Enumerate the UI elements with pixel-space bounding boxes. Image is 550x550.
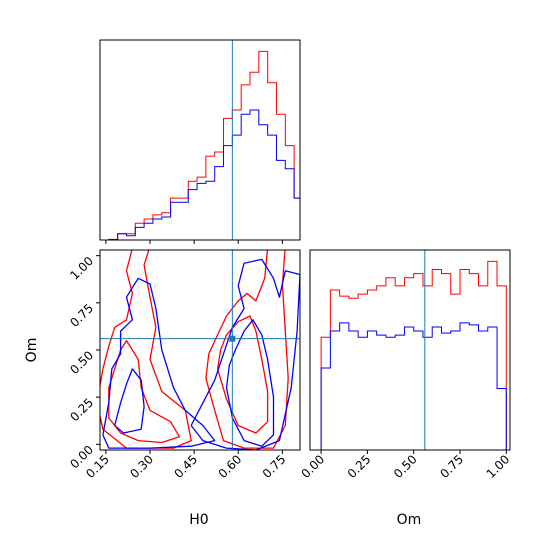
h0-hist-series-blue bbox=[108, 109, 300, 240]
h0-tick-label-1: 0.30 bbox=[127, 452, 156, 481]
om-y-tick-label-1: 0.25 bbox=[67, 395, 96, 424]
contour-blue-0 bbox=[114, 368, 145, 434]
contour-red-0 bbox=[108, 339, 181, 444]
om-histogram-panel: 0.00 0.25 0.50 0.75 1.00 bbox=[298, 249, 513, 481]
x-axis-label-h0: H0 bbox=[189, 512, 208, 528]
truth-marker bbox=[229, 335, 236, 342]
h0-tick-label-2: 0.45 bbox=[171, 452, 200, 481]
om-y-tick-label-4: 1.00 bbox=[67, 254, 96, 283]
contour-red-3 bbox=[205, 250, 289, 449]
x-axis-label-om: Om bbox=[397, 512, 422, 528]
om-y-tick-label-2: 0.50 bbox=[67, 348, 96, 377]
om-x-tick-label-4: 1.00 bbox=[484, 452, 513, 481]
om-x-tick-label-1: 0.25 bbox=[345, 452, 374, 481]
om-hist-series-blue bbox=[311, 322, 507, 450]
h0-om-contour-panel: 0.15 0.30 0.45 0.60 0.750.000.250.500.751.00 bbox=[67, 249, 301, 481]
h0-tick-label-4: 0.75 bbox=[260, 452, 289, 481]
h0-hist-frame bbox=[99, 39, 301, 241]
contour-red-1 bbox=[100, 250, 192, 449]
om-y-tick-label-3: 0.75 bbox=[67, 301, 96, 330]
om-x-tick-label-3: 0.75 bbox=[437, 452, 466, 481]
om-x-tick-label-2: 0.50 bbox=[391, 452, 420, 481]
h0-tick-label-3: 0.60 bbox=[216, 452, 245, 481]
h0-hist-series-red bbox=[108, 50, 300, 240]
contour-blue-2 bbox=[225, 319, 275, 447]
y-axis-label-om: Om bbox=[24, 338, 40, 363]
contour-blue-1 bbox=[102, 277, 216, 449]
om-x-tick-label-0: 0.00 bbox=[298, 452, 327, 481]
h0-histogram-panel bbox=[99, 39, 301, 244]
contour-frame bbox=[99, 249, 301, 451]
om-hist-frame bbox=[309, 249, 511, 451]
contour-blue-3 bbox=[190, 258, 300, 450]
contour-red-2 bbox=[216, 315, 269, 434]
om-hist-series-red bbox=[311, 260, 507, 450]
